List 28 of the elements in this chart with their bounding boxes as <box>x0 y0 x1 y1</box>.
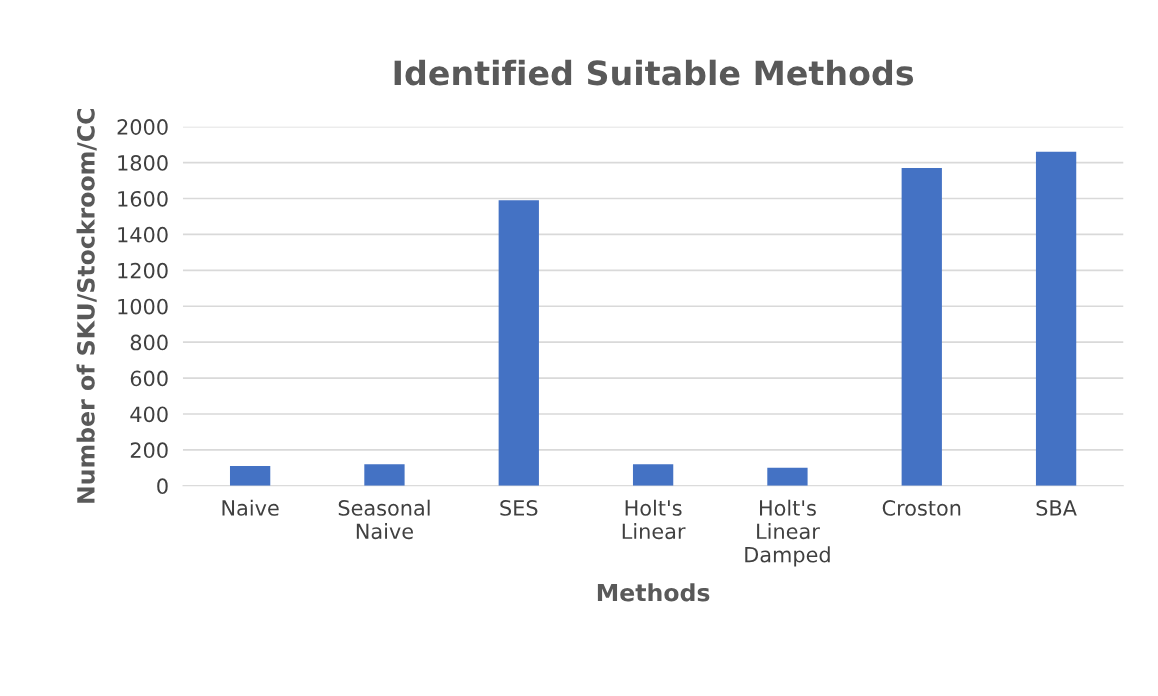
bar <box>767 467 808 486</box>
y-tick-label: 1600 <box>118 190 168 207</box>
y-axis-title: Number of SKU/Stockroom/CC <box>76 108 97 503</box>
y-tick-label: 600 <box>130 370 168 387</box>
x-tick-label: Croston <box>882 500 961 516</box>
y-tick-label: 800 <box>130 334 168 351</box>
x-tick-label: Holt's Linear Damped <box>745 499 830 567</box>
y-tick-label: 200 <box>130 442 168 459</box>
bar <box>498 200 539 486</box>
y-tick-label: 0 <box>157 478 168 495</box>
y-tick-label: 1000 <box>118 298 168 315</box>
bar <box>632 464 674 486</box>
x-axis-title: Methods <box>597 583 710 602</box>
y-tick-label: 400 <box>130 406 168 423</box>
chart-title: Identified Suitable Methods <box>394 59 914 86</box>
y-tick-label: 1400 <box>118 226 168 243</box>
x-tick-label: Holt's Linear <box>622 499 686 540</box>
bar <box>229 466 271 486</box>
y-tick-label: 1800 <box>118 155 168 171</box>
x-tick-label: Seasonal Naive <box>338 499 430 540</box>
bar <box>1035 151 1077 486</box>
x-tick-label: SBA <box>1036 500 1077 516</box>
y-tick-label: 2000 <box>117 119 168 135</box>
x-tick-label: SES <box>500 500 538 516</box>
y-tick-label: 1200 <box>118 262 168 279</box>
bar <box>901 167 942 486</box>
x-tick-label: Naive <box>222 499 279 516</box>
bar <box>364 464 405 486</box>
